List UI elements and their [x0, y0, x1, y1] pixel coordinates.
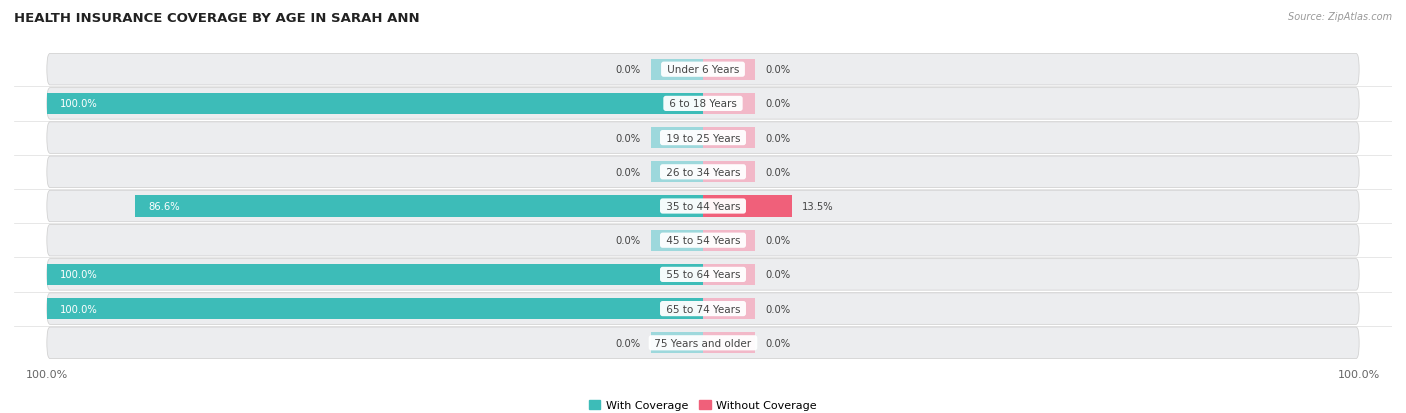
FancyBboxPatch shape	[46, 123, 1360, 154]
Bar	[703, 332, 755, 354]
FancyBboxPatch shape	[46, 293, 1360, 325]
Text: Under 6 Years: Under 6 Years	[664, 65, 742, 75]
Bar	[703, 162, 755, 183]
Text: 86.6%: 86.6%	[148, 202, 180, 211]
Legend: With Coverage, Without Coverage: With Coverage, Without Coverage	[585, 395, 821, 413]
Bar	[703, 59, 755, 81]
FancyBboxPatch shape	[46, 157, 1360, 188]
Bar	[703, 230, 755, 251]
Text: 0.0%: 0.0%	[765, 65, 790, 75]
Text: 55 to 64 Years: 55 to 64 Years	[662, 270, 744, 280]
Text: 0.0%: 0.0%	[616, 338, 641, 348]
Bar	[135, 196, 703, 217]
Text: 19 to 25 Years: 19 to 25 Years	[662, 133, 744, 143]
Bar	[651, 230, 703, 251]
Text: 0.0%: 0.0%	[616, 167, 641, 177]
Bar	[703, 94, 755, 115]
Bar	[703, 128, 755, 149]
Text: 100.0%: 100.0%	[60, 270, 98, 280]
Text: 0.0%: 0.0%	[765, 304, 790, 314]
Text: 0.0%: 0.0%	[765, 133, 790, 143]
Text: 6 to 18 Years: 6 to 18 Years	[666, 99, 740, 109]
Text: 65 to 74 Years: 65 to 74 Years	[662, 304, 744, 314]
Text: 75 Years and older: 75 Years and older	[651, 338, 755, 348]
Bar	[46, 264, 703, 285]
Text: 0.0%: 0.0%	[765, 270, 790, 280]
Text: 100.0%: 100.0%	[60, 99, 98, 109]
Text: 0.0%: 0.0%	[765, 338, 790, 348]
Text: 0.0%: 0.0%	[765, 99, 790, 109]
FancyBboxPatch shape	[46, 327, 1360, 358]
Text: 100.0%: 100.0%	[60, 304, 98, 314]
Text: 35 to 44 Years: 35 to 44 Years	[662, 202, 744, 211]
FancyBboxPatch shape	[46, 259, 1360, 290]
Bar	[651, 59, 703, 81]
Text: 13.5%: 13.5%	[801, 202, 832, 211]
Bar	[703, 264, 755, 285]
Bar	[703, 196, 792, 217]
Text: 0.0%: 0.0%	[765, 167, 790, 177]
Bar	[46, 298, 703, 319]
Text: 0.0%: 0.0%	[616, 133, 641, 143]
Text: 0.0%: 0.0%	[616, 236, 641, 246]
FancyBboxPatch shape	[46, 191, 1360, 222]
FancyBboxPatch shape	[46, 55, 1360, 86]
Text: 0.0%: 0.0%	[765, 236, 790, 246]
Bar	[46, 94, 703, 115]
Text: HEALTH INSURANCE COVERAGE BY AGE IN SARAH ANN: HEALTH INSURANCE COVERAGE BY AGE IN SARA…	[14, 12, 419, 25]
Text: 0.0%: 0.0%	[616, 65, 641, 75]
Text: 45 to 54 Years: 45 to 54 Years	[662, 236, 744, 246]
Text: 26 to 34 Years: 26 to 34 Years	[662, 167, 744, 177]
Bar	[703, 298, 755, 319]
Bar	[651, 128, 703, 149]
FancyBboxPatch shape	[46, 225, 1360, 256]
Bar	[651, 162, 703, 183]
Text: Source: ZipAtlas.com: Source: ZipAtlas.com	[1288, 12, 1392, 22]
FancyBboxPatch shape	[46, 88, 1360, 120]
Bar	[651, 332, 703, 354]
